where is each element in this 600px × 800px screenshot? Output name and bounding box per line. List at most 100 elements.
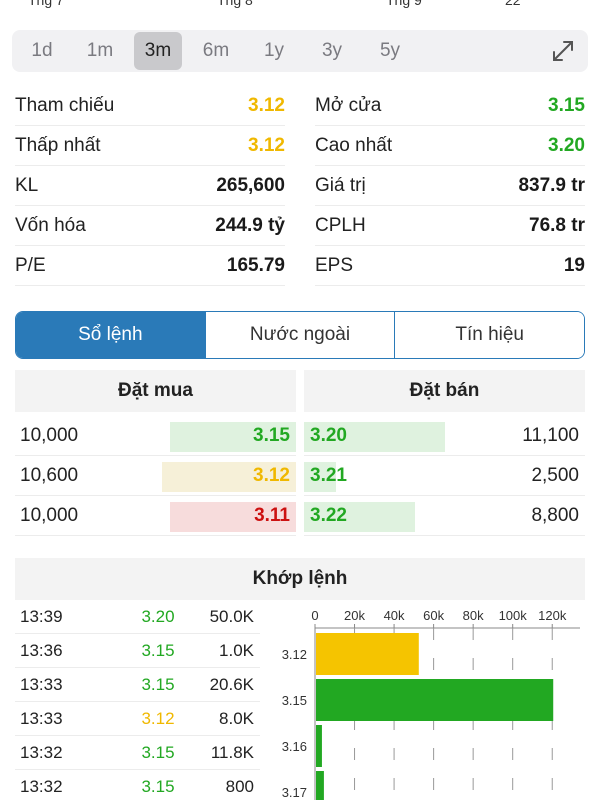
stat-label: P/E bbox=[15, 254, 46, 276]
sell-volume-bar bbox=[304, 502, 415, 532]
time-axis-label: Thg 7 bbox=[28, 0, 64, 8]
stat-label: Vốn hóa bbox=[15, 214, 86, 236]
trade-time: 13:32 bbox=[20, 743, 63, 762]
detail-tabs: Sổ lệnh Nước ngoài Tín hiệu bbox=[15, 311, 585, 359]
stat-value: 3.12 bbox=[248, 94, 285, 116]
stat-value: 244.9 tỷ bbox=[215, 214, 285, 236]
trade-volume: 50.0K bbox=[209, 607, 254, 626]
stat-reference: Tham chiếu 3.12 bbox=[15, 86, 285, 126]
range-3m-button[interactable]: 3m bbox=[134, 32, 182, 70]
buy-order-quantity: 10,600 bbox=[20, 465, 79, 486]
stat-label: Cao nhất bbox=[315, 134, 393, 156]
range-1d-button[interactable]: 1d bbox=[31, 40, 53, 61]
x-tick-label: 60k bbox=[423, 608, 444, 623]
stat-value-traded: Giá trị 837.9 tr bbox=[315, 166, 585, 206]
volume-bar[interactable] bbox=[316, 633, 419, 675]
sell-order-row: 3.20 11,100 bbox=[304, 416, 585, 456]
trade-time: 13:39 bbox=[20, 607, 63, 626]
trade-price: 3.15 bbox=[141, 743, 175, 762]
trade-volume: 11.8K bbox=[210, 743, 254, 762]
buy-order-row: 10,600 3.12 bbox=[15, 456, 296, 496]
sell-volume-bar bbox=[304, 462, 336, 492]
stat-label: CPLH bbox=[315, 214, 366, 236]
trade-price: 3.20 bbox=[141, 607, 175, 626]
matched-trades-header: Khớp lệnh bbox=[15, 558, 585, 600]
trade-price: 3.15 bbox=[141, 675, 175, 694]
buy-order-price[interactable]: 3.15 bbox=[253, 425, 290, 446]
buy-order-price[interactable]: 3.11 bbox=[254, 505, 290, 526]
tab-foreign[interactable]: Nước ngoài bbox=[205, 312, 396, 358]
price-category-label: 3.17 bbox=[282, 785, 307, 800]
matched-trade-row: 13:36 3.15 1.0K bbox=[15, 634, 260, 668]
stat-pe: P/E 165.79 bbox=[15, 246, 285, 286]
x-tick-label: 20k bbox=[344, 608, 365, 623]
buy-volume-bar bbox=[162, 462, 296, 492]
range-selector: 1d 1m 3m 6m 1y 3y 5y bbox=[12, 30, 588, 72]
stat-volume: KL 265,600 bbox=[15, 166, 285, 206]
trade-volume: 1.0K bbox=[219, 641, 254, 660]
stat-value: 3.20 bbox=[548, 134, 585, 156]
buy-order-row: 10,000 3.11 bbox=[15, 496, 296, 536]
time-axis-label: Thg 9 bbox=[386, 0, 422, 8]
buy-order-row: 10,000 3.15 bbox=[15, 416, 296, 456]
matched-trade-row: 13:33 3.15 20.6K bbox=[15, 668, 260, 702]
stat-label: Thấp nhất bbox=[15, 134, 101, 156]
matched-trade-row: 13:39 3.20 50.0K bbox=[15, 600, 260, 634]
stat-high: Cao nhất 3.20 bbox=[315, 126, 585, 166]
expand-icon[interactable] bbox=[550, 38, 576, 64]
tab-signals[interactable]: Tín hiệu bbox=[395, 312, 584, 358]
stat-label: Giá trị bbox=[315, 174, 366, 196]
x-tick-label: 80k bbox=[463, 608, 484, 623]
time-axis-label: 22 bbox=[505, 0, 521, 8]
sell-order-quantity: 2,500 bbox=[531, 465, 579, 486]
price-category-label: 3.16 bbox=[282, 739, 307, 754]
stat-value: 3.15 bbox=[548, 94, 585, 116]
volume-bar[interactable] bbox=[316, 771, 324, 800]
stat-value: 165.79 bbox=[226, 254, 285, 276]
range-1y-button[interactable]: 1y bbox=[263, 40, 285, 61]
trade-price: 3.15 bbox=[141, 641, 175, 660]
stat-value: 837.9 tr bbox=[518, 174, 585, 196]
trade-time: 13:33 bbox=[20, 709, 63, 728]
time-axis-label: Thg 8 bbox=[217, 0, 253, 8]
stat-label: Mở cửa bbox=[315, 94, 382, 116]
x-tick-label: 40k bbox=[384, 608, 405, 623]
range-6m-button[interactable]: 6m bbox=[202, 40, 230, 61]
stat-value: 76.8 tr bbox=[529, 214, 585, 236]
sell-order-quantity: 11,100 bbox=[522, 425, 579, 446]
stat-open: Mở cửa 3.15 bbox=[315, 86, 585, 126]
trade-volume: 20.6K bbox=[209, 675, 254, 694]
price-category-label: 3.12 bbox=[282, 647, 307, 662]
volume-bar[interactable] bbox=[316, 679, 554, 721]
sell-order-price[interactable]: 3.21 bbox=[310, 465, 347, 486]
trade-time: 13:36 bbox=[20, 641, 63, 660]
stat-value: 265,600 bbox=[216, 174, 285, 196]
x-tick-label: 0 bbox=[311, 608, 318, 623]
buy-order-quantity: 10,000 bbox=[20, 425, 79, 446]
matched-trade-row: 13:32 3.15 11.8K bbox=[15, 736, 260, 770]
range-1m-button[interactable]: 1m bbox=[86, 40, 114, 61]
stat-shares-outstanding: CPLH 76.8 tr bbox=[315, 206, 585, 246]
stat-label: KL bbox=[15, 174, 39, 196]
tab-order-book[interactable]: Sổ lệnh bbox=[16, 312, 206, 358]
stat-label: EPS bbox=[315, 254, 354, 276]
price-category-label: 3.15 bbox=[282, 693, 307, 708]
trade-price: 3.15 bbox=[141, 777, 175, 796]
buy-volume-bar bbox=[170, 422, 296, 452]
stat-low: Thấp nhất 3.12 bbox=[15, 126, 285, 166]
stat-market-cap: Vốn hóa 244.9 tỷ bbox=[15, 206, 285, 246]
stat-label: Tham chiếu bbox=[15, 94, 115, 116]
sell-volume-bar bbox=[304, 422, 445, 452]
buy-order-price[interactable]: 3.12 bbox=[253, 465, 290, 486]
trade-volume: 8.0K bbox=[219, 709, 254, 728]
sell-order-price[interactable]: 3.22 bbox=[310, 505, 347, 526]
trade-price: 3.12 bbox=[141, 709, 175, 728]
volume-bar[interactable] bbox=[316, 725, 322, 767]
buy-order-quantity: 10,000 bbox=[20, 505, 79, 526]
buy-orders-header: Đặt mua bbox=[15, 370, 296, 412]
sell-order-price[interactable]: 3.20 bbox=[310, 425, 347, 446]
matched-trade-row: 13:32 3.15 800 bbox=[15, 770, 260, 800]
x-tick-label: 100k bbox=[499, 608, 528, 623]
range-3y-button[interactable]: 3y bbox=[321, 40, 343, 61]
range-5y-button[interactable]: 5y bbox=[379, 40, 401, 61]
